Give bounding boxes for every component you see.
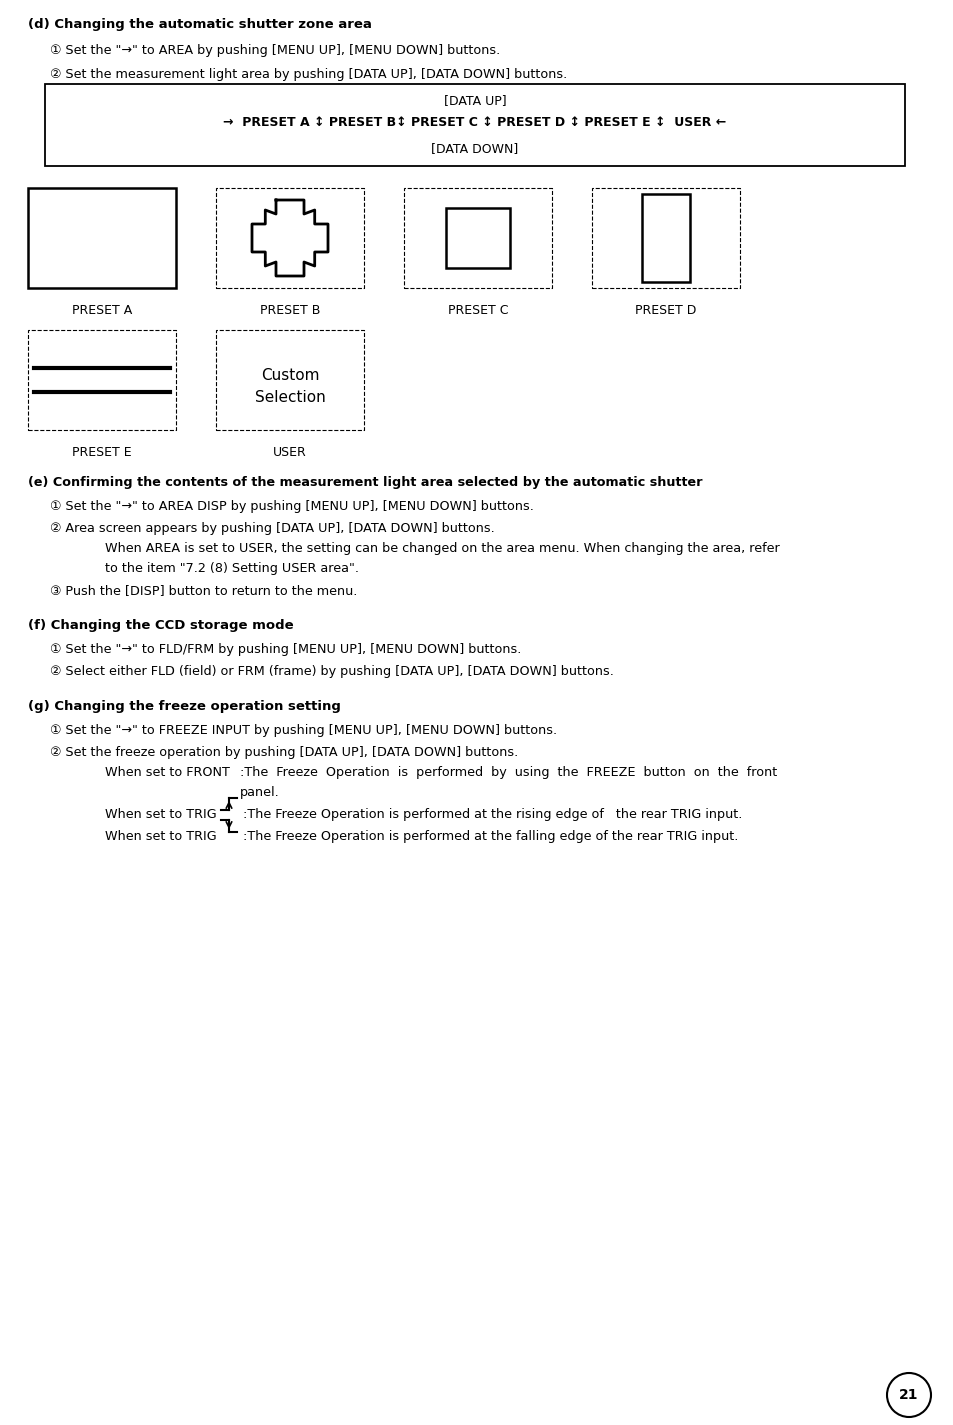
Text: [DATA UP]: [DATA UP] — [443, 94, 506, 107]
Text: When set to TRIG: When set to TRIG — [105, 808, 220, 821]
Bar — [28, 188, 175, 288]
Text: ① Set the "→" to FREEZE INPUT by pushing [MENU UP], [MENU DOWN] buttons.: ① Set the "→" to FREEZE INPUT by pushing… — [50, 724, 557, 737]
Text: PRESET E: PRESET E — [72, 446, 132, 459]
Text: to the item "7.2 (8) Setting USER area".: to the item "7.2 (8) Setting USER area". — [105, 561, 358, 576]
Text: ① Set the "→" to AREA by pushing [MENU UP], [MENU DOWN] buttons.: ① Set the "→" to AREA by pushing [MENU U… — [50, 44, 499, 57]
Text: Custom: Custom — [260, 368, 319, 383]
Text: ① Set the "→" to AREA DISP by pushing [MENU UP], [MENU DOWN] buttons.: ① Set the "→" to AREA DISP by pushing [M… — [50, 500, 534, 513]
Bar — [641, 194, 689, 282]
Text: PRESET A: PRESET A — [71, 304, 132, 316]
Text: Selection: Selection — [254, 390, 325, 405]
Text: [DATA DOWN]: [DATA DOWN] — [431, 142, 518, 155]
Text: (g) Changing the freeze operation setting: (g) Changing the freeze operation settin… — [28, 700, 340, 712]
Text: 21: 21 — [899, 1388, 918, 1402]
Bar — [28, 331, 175, 430]
Bar — [592, 188, 740, 288]
Text: ② Set the measurement light area by pushing [DATA UP], [DATA DOWN] buttons.: ② Set the measurement light area by push… — [50, 68, 567, 81]
Text: :The  Freeze  Operation  is  performed  by  using  the  FREEZE  button  on  the : :The Freeze Operation is performed by us… — [240, 767, 777, 779]
Text: ① Set the "→" to FLD/FRM by pushing [MENU UP], [MENU DOWN] buttons.: ① Set the "→" to FLD/FRM by pushing [MEN… — [50, 643, 521, 656]
Text: USER: USER — [273, 446, 307, 459]
Text: :The Freeze Operation is performed at the falling edge of the rear TRIG input.: :The Freeze Operation is performed at th… — [243, 829, 738, 844]
Text: When set to FRONT: When set to FRONT — [105, 767, 230, 779]
Text: ② Select either FLD (field) or FRM (frame) by pushing [DATA UP], [DATA DOWN] but: ② Select either FLD (field) or FRM (fram… — [50, 665, 613, 678]
Text: ② Area screen appears by pushing [DATA UP], [DATA DOWN] buttons.: ② Area screen appears by pushing [DATA U… — [50, 522, 495, 534]
Bar — [215, 188, 364, 288]
Text: PRESET B: PRESET B — [259, 304, 320, 316]
Text: panel.: panel. — [240, 787, 279, 799]
Text: →  PRESET A ↕ PRESET B↕ PRESET C ↕ PRESET D ↕ PRESET E ↕  USER ←: → PRESET A ↕ PRESET B↕ PRESET C ↕ PRESET… — [223, 115, 726, 130]
Bar — [403, 188, 552, 288]
Text: PRESET C: PRESET C — [447, 304, 508, 316]
Text: :The Freeze Operation is performed at the rising edge of   the rear TRIG input.: :The Freeze Operation is performed at th… — [243, 808, 741, 821]
Text: ③ Push the [DISP] button to return to the menu.: ③ Push the [DISP] button to return to th… — [50, 584, 357, 597]
Text: (e) Confirming the contents of the measurement light area selected by the automa: (e) Confirming the contents of the measu… — [28, 476, 701, 489]
Polygon shape — [252, 200, 328, 276]
Text: (f) Changing the CCD storage mode: (f) Changing the CCD storage mode — [28, 618, 294, 633]
Text: (d) Changing the automatic shutter zone area: (d) Changing the automatic shutter zone … — [28, 19, 372, 31]
Text: When set to TRIG: When set to TRIG — [105, 829, 220, 844]
Bar — [45, 84, 904, 165]
Bar — [446, 208, 510, 268]
Bar — [215, 331, 364, 430]
Text: When AREA is set to USER, the setting can be changed on the area menu. When chan: When AREA is set to USER, the setting ca… — [105, 542, 779, 554]
Text: PRESET D: PRESET D — [635, 304, 696, 316]
Text: ② Set the freeze operation by pushing [DATA UP], [DATA DOWN] buttons.: ② Set the freeze operation by pushing [D… — [50, 747, 517, 760]
